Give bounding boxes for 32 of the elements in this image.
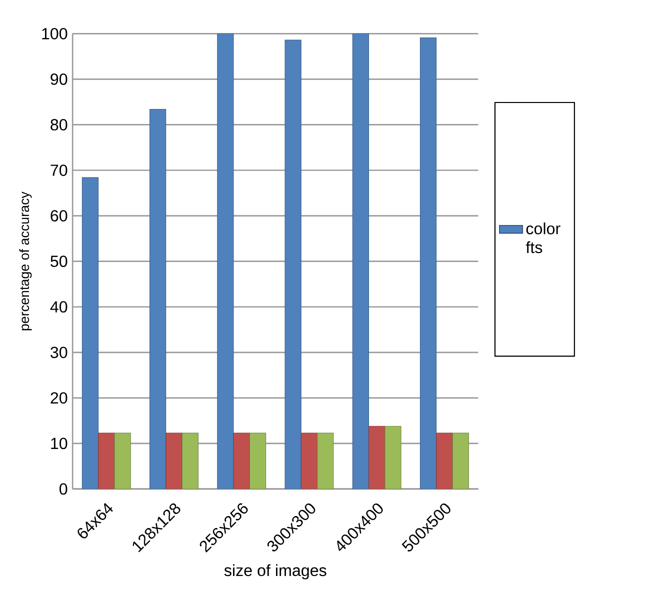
y-tick-label: 80 — [50, 119, 68, 130]
bar — [436, 432, 453, 489]
bar — [300, 432, 318, 489]
bar — [284, 40, 302, 489]
y-tick-label: 0 — [60, 483, 68, 495]
y-tick-label: 40 — [50, 301, 68, 313]
y-tick-label: 90 — [50, 74, 68, 85]
bar — [352, 34, 369, 489]
y-axis-title: percentage of accuracy — [19, 192, 32, 330]
bar — [166, 432, 182, 489]
legend-label: color fts — [526, 222, 560, 254]
y-tick-label: 70 — [50, 164, 68, 176]
bar — [249, 432, 266, 489]
y-tick-label: 20 — [50, 392, 68, 404]
y-tick-label: 100 — [42, 28, 68, 40]
bar — [233, 432, 250, 489]
y-tick-label: 60 — [50, 210, 68, 222]
bar — [98, 432, 115, 489]
bar — [317, 432, 334, 489]
bar — [217, 34, 234, 489]
y-tick-label: 50 — [50, 256, 68, 268]
bar — [384, 426, 402, 489]
x-axis-title: size of images — [224, 564, 326, 580]
bar — [114, 432, 131, 489]
bar — [150, 108, 166, 489]
bar — [368, 426, 386, 489]
y-tick-label: 10 — [51, 438, 68, 450]
y-tick-label: 30 — [50, 346, 68, 358]
bar — [82, 177, 99, 489]
bar — [452, 432, 469, 489]
bar — [420, 38, 437, 489]
bar — [182, 432, 198, 489]
